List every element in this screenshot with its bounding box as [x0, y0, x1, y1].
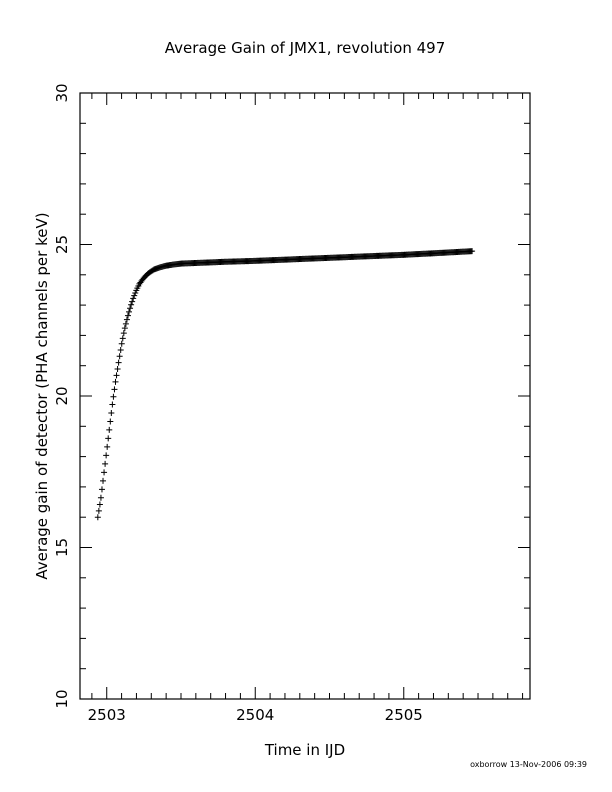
data-point — [126, 308, 133, 315]
y-tick-label: 30 — [53, 83, 71, 102]
data-point — [127, 305, 134, 312]
footer-credit: oxborrow 13-Nov-2006 09:39 — [470, 760, 587, 769]
data-point — [96, 501, 103, 508]
data-point — [108, 409, 115, 416]
x-axis-label: Time in IJD — [264, 741, 345, 759]
x-tick-label: 2505 — [385, 706, 423, 724]
x-tick-label: 2503 — [88, 706, 126, 724]
data-point — [104, 443, 111, 450]
data-point — [123, 316, 130, 323]
axis-tick-labels: 2503 2504 2505 10 15 20 25 30 — [53, 83, 423, 724]
y-tick-label: 10 — [53, 689, 71, 708]
data-point — [103, 452, 110, 459]
y-tick-label: 20 — [53, 386, 71, 405]
data-point — [102, 460, 109, 467]
data-point — [118, 340, 125, 347]
data-point — [130, 295, 137, 302]
data-point — [117, 346, 124, 353]
data-point — [107, 418, 114, 425]
data-point — [132, 289, 139, 296]
data-points — [94, 248, 476, 521]
data-point — [121, 325, 128, 332]
data-point — [94, 514, 101, 521]
data-point — [111, 386, 118, 393]
data-point — [116, 353, 123, 360]
y-tick-label: 15 — [53, 538, 71, 557]
plot-frame — [79, 92, 531, 700]
data-point — [113, 372, 120, 379]
data-point — [110, 393, 117, 400]
y-axis-label: Average gain of detector (PHA channels p… — [33, 212, 51, 579]
data-point — [100, 477, 107, 484]
data-point — [469, 248, 476, 255]
x-tick-label: 2504 — [236, 706, 274, 724]
data-point — [115, 359, 122, 366]
data-point — [101, 469, 108, 476]
data-point — [131, 292, 138, 299]
data-point — [95, 507, 102, 514]
data-point — [129, 298, 136, 305]
data-point — [114, 366, 121, 373]
data-point — [109, 401, 116, 408]
data-point — [97, 494, 104, 501]
data-point — [98, 486, 105, 493]
chart-title: Average Gain of JMX1, revolution 497 — [165, 39, 446, 57]
y-tick-label: 25 — [53, 235, 71, 254]
axis-ticks — [80, 92, 530, 700]
data-point — [124, 312, 131, 319]
data-point — [128, 301, 135, 308]
data-point — [105, 435, 112, 442]
data-point — [122, 320, 129, 327]
data-point — [112, 378, 119, 385]
data-point — [119, 335, 126, 342]
data-point — [106, 426, 113, 433]
data-point — [120, 330, 127, 337]
